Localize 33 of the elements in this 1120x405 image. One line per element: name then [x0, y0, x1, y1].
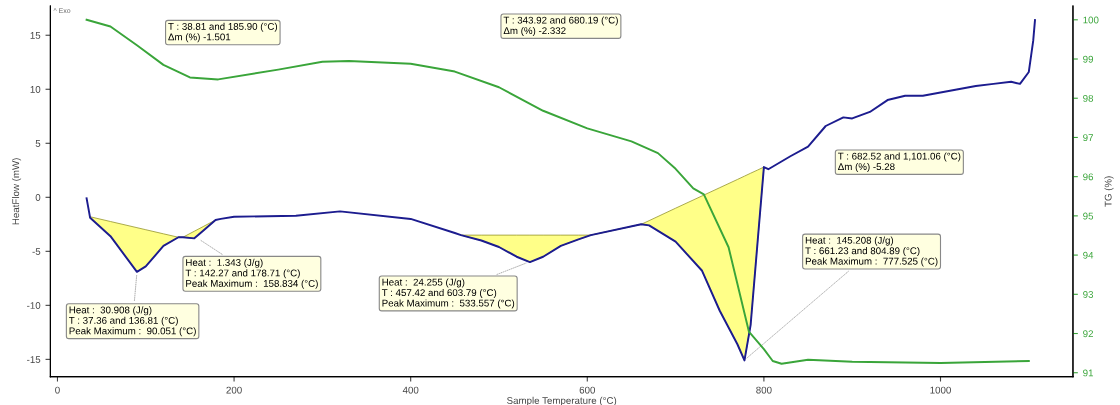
- annotation: T : 38.81 and 185.90 (°C) Δm (%) -1.501: [168, 22, 278, 43]
- y2-tick-label: 100: [1083, 16, 1099, 24]
- y-tick-label: 15: [30, 32, 41, 39]
- annotation: Heat : 30.908 (J/g) T : 37.36 and 136.81 (°C) Peak Maximum : 90.051 (°C): [69, 306, 196, 337]
- y-tick-label: 10: [30, 86, 41, 93]
- y-tick-label: -10: [27, 302, 41, 309]
- y2-tick-label: 96: [1083, 173, 1094, 181]
- x-tick-label: 800: [756, 386, 772, 394]
- y2-tick-label: 99: [1083, 55, 1094, 63]
- y2-tick-label: 94: [1083, 251, 1094, 259]
- annotation: T : 682.52 and 1,101.06 (°C) Δm (%) -5.28: [837, 152, 961, 172]
- y-tick-label: -5: [32, 248, 41, 255]
- y-axis-title: HeatFlow (mW): [12, 158, 22, 225]
- annotation: Heat : 145.208 (J/g) T : 661.23 and 804.89 (°C) Peak Maximum : 777.525 (°C): [805, 236, 938, 267]
- x-axis-title: Sample Temperature (°C): [507, 396, 617, 405]
- y2-tick-label: 97: [1083, 134, 1094, 142]
- annotation: Heat : 24.255 (J/g) T : 457.42 and 603.79 (°C) Peak Maximum : 533.557 (°C): [381, 278, 515, 309]
- y-tick-label: 0: [35, 194, 41, 201]
- y2-tick-label: 91: [1083, 369, 1094, 377]
- y2-axis-title: TG (%): [1104, 176, 1114, 207]
- annotation: T : 343.92 and 680.19 (°C) Δm (%) -2.332: [503, 16, 618, 36]
- x-tick-label: 1000: [930, 386, 951, 394]
- y2-tick-label: 93: [1083, 291, 1094, 298]
- y2-tick-label: 98: [1083, 94, 1094, 102]
- y-tick-label: 5: [35, 140, 41, 147]
- y2-tick-label: 92: [1083, 330, 1094, 338]
- y-tick-label: -15: [27, 356, 41, 363]
- annotation: Heat : 1.343 (J/g) T : 142.27 and 178.71 (°C) Peak Maximum : 158.834 (°C): [185, 258, 318, 289]
- x-tick-label: 600: [579, 386, 596, 394]
- x-tick-label: 0: [55, 386, 60, 394]
- y2-tick-label: 95: [1083, 212, 1094, 220]
- x-tick-label: 200: [226, 386, 242, 394]
- x-tick-label: 400: [402, 386, 419, 394]
